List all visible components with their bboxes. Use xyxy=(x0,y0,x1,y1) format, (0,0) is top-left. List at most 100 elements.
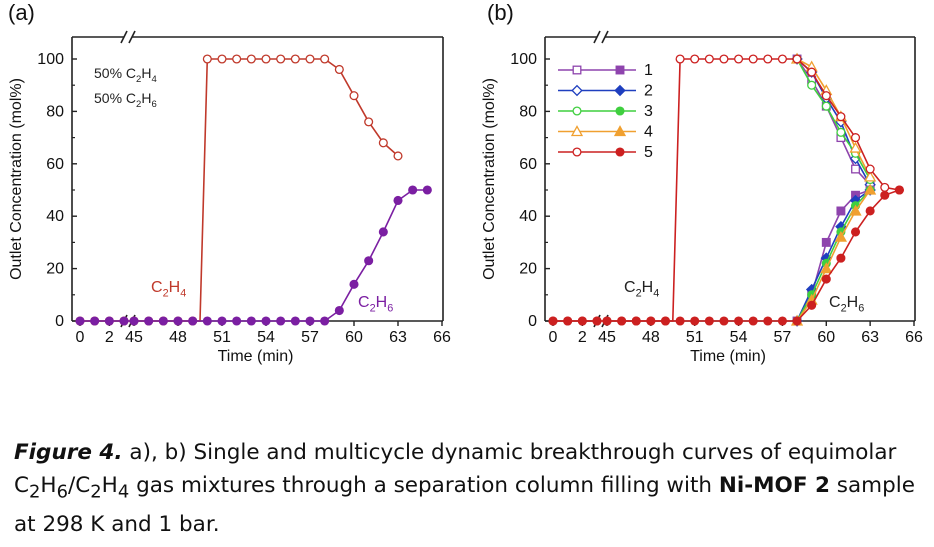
series-C2H6-5-point xyxy=(592,316,602,326)
series-C2H6-C2H6-point xyxy=(144,316,154,326)
series-C2H4-5-point xyxy=(807,67,817,77)
series-C2H4-3-point xyxy=(821,101,831,111)
x-tick-label: 60 xyxy=(817,329,835,346)
series-C2H6-C2H6-point xyxy=(393,195,403,206)
series-C2H4-5-point xyxy=(763,54,773,64)
x-tick-label: 48 xyxy=(642,329,660,346)
series-C2H6-C2H6-point xyxy=(276,316,286,326)
series-C2H4-C2H4-point xyxy=(202,54,212,64)
y-axis-label: Outlet Concentration (mol%) xyxy=(481,78,498,280)
x-tick-label: 48 xyxy=(169,329,187,346)
legend-marker-open xyxy=(572,147,582,157)
series-C2H4-C2H4-point xyxy=(305,54,315,64)
series-C2H6-C2H6-point xyxy=(378,227,388,237)
series-C2H4-4-point xyxy=(864,170,877,182)
legend-label: 5 xyxy=(644,144,653,161)
series-C2H6-C2H6-point xyxy=(104,316,114,326)
legend-marker-solid xyxy=(615,65,625,75)
series-C2H4-2-point xyxy=(849,152,862,165)
caption-h: H xyxy=(101,473,118,498)
annotation-c2h4: C2H4 xyxy=(624,279,659,299)
series-C2H6-C2H6-point xyxy=(320,316,330,326)
series-C2H6-5-point xyxy=(880,190,890,200)
x-tick-label: 2 xyxy=(105,329,114,346)
series-C2H4-5-point xyxy=(865,164,875,174)
series-C2H4-C2H4-point xyxy=(378,138,388,148)
series-C2H6-C2H6-point xyxy=(364,256,374,266)
x-tick-label: 2 xyxy=(578,329,587,346)
series-C2H4-5-line xyxy=(553,58,900,322)
caption-text-3: sample at 298 K and 1 bar. xyxy=(14,473,915,538)
series-C2H6-5-point xyxy=(850,227,861,237)
series-C2H6-C2H6-point xyxy=(202,316,212,326)
y-tick-label: 0 xyxy=(55,313,64,330)
figure-caption: Figure 4. a), b) Single and multicycle d… xyxy=(14,436,920,541)
series-C2H4-3-point xyxy=(836,127,846,137)
caption-sub: 6 xyxy=(56,481,68,503)
series-C2H6-4-point xyxy=(820,262,833,274)
series-C2H4-C2H4-point xyxy=(246,54,256,64)
series-C2H6-C2H6-point xyxy=(290,316,300,326)
legend-label: 1 xyxy=(644,62,653,79)
series-C2H6-5-point xyxy=(704,316,714,326)
legend-label: 2 xyxy=(644,83,653,100)
series-C2H6-C2H6-point xyxy=(232,316,242,326)
series-C2H6-C2H6-point xyxy=(217,316,227,326)
series-C2H4-C2H4-point xyxy=(290,54,300,64)
series-C2H4-5-point xyxy=(792,54,802,64)
series-C2H4-5-point xyxy=(719,54,729,64)
series-C2H6-1-point xyxy=(821,237,831,247)
series-C2H6-C2H6-point xyxy=(173,316,183,326)
series-C2H6-5-point xyxy=(836,253,846,263)
x-tick-label: 57 xyxy=(774,329,792,346)
legend-marker-solid xyxy=(615,147,625,157)
series-C2H6-C2H6-point xyxy=(422,185,432,195)
annotation-c2h6: C2H6 xyxy=(358,294,393,314)
series-C2H4-1-point xyxy=(851,164,860,174)
x-tick-label: 45 xyxy=(125,329,143,346)
series-C2H6-C2H6-point xyxy=(90,316,100,326)
x-tick-label: 0 xyxy=(549,329,558,346)
series-C2H4-5-point xyxy=(880,182,890,192)
series-C2H6-5-point xyxy=(763,316,773,326)
axis-break-mark xyxy=(593,30,601,44)
series-C2H4-C2H4-point xyxy=(232,54,242,64)
series-C2H4-5-point xyxy=(748,54,758,64)
annotation-c2h6: C2H6 xyxy=(829,294,864,314)
series-C2H6-C2H6-point xyxy=(349,279,359,289)
series-C2H6-5-point xyxy=(792,316,802,326)
y-tick-label: 20 xyxy=(46,261,64,278)
legend-marker-open xyxy=(571,84,583,97)
series-C2H4-5-point xyxy=(850,133,861,143)
series-C2H4-5-point xyxy=(777,54,787,64)
series-C2H6-5-point xyxy=(563,316,573,326)
y-tick-label: 60 xyxy=(46,156,64,173)
x-tick-label: 54 xyxy=(730,329,748,346)
series-C2H6-5-point xyxy=(865,206,875,216)
series-C2H4-5-point xyxy=(690,54,700,64)
series-C2H6-5-point xyxy=(646,316,656,326)
series-C2H4-5-point xyxy=(675,54,685,64)
series-C2H6-5-point xyxy=(748,316,758,326)
series-C2H4-C2H4-point xyxy=(364,117,374,127)
series-C2H4-5-point xyxy=(734,54,744,64)
legend-marker-open xyxy=(572,106,582,116)
caption-text-2: gas mixtures through a separation column… xyxy=(129,473,719,498)
series-C2H4-5-point xyxy=(836,112,846,122)
legend-label: 3 xyxy=(644,103,653,120)
axis-break-mark xyxy=(128,30,136,44)
y-tick-label: 80 xyxy=(519,103,537,120)
series-C2H6-5-point xyxy=(548,316,558,326)
series-C2H6-4-point xyxy=(864,183,877,195)
x-tick-label: 63 xyxy=(861,329,879,346)
series-C2H6-C2H6-point xyxy=(158,316,168,326)
series-C2H6-5-point xyxy=(894,185,904,195)
figure-label: Figure 4. xyxy=(14,440,123,465)
x-tick-label: 51 xyxy=(213,329,231,346)
x-tick-label: 45 xyxy=(598,329,616,346)
series-C2H4-C2H4-point xyxy=(261,54,271,64)
caption-sub: 2 xyxy=(90,481,102,503)
legend-text: 50% C2H4 xyxy=(94,65,157,85)
